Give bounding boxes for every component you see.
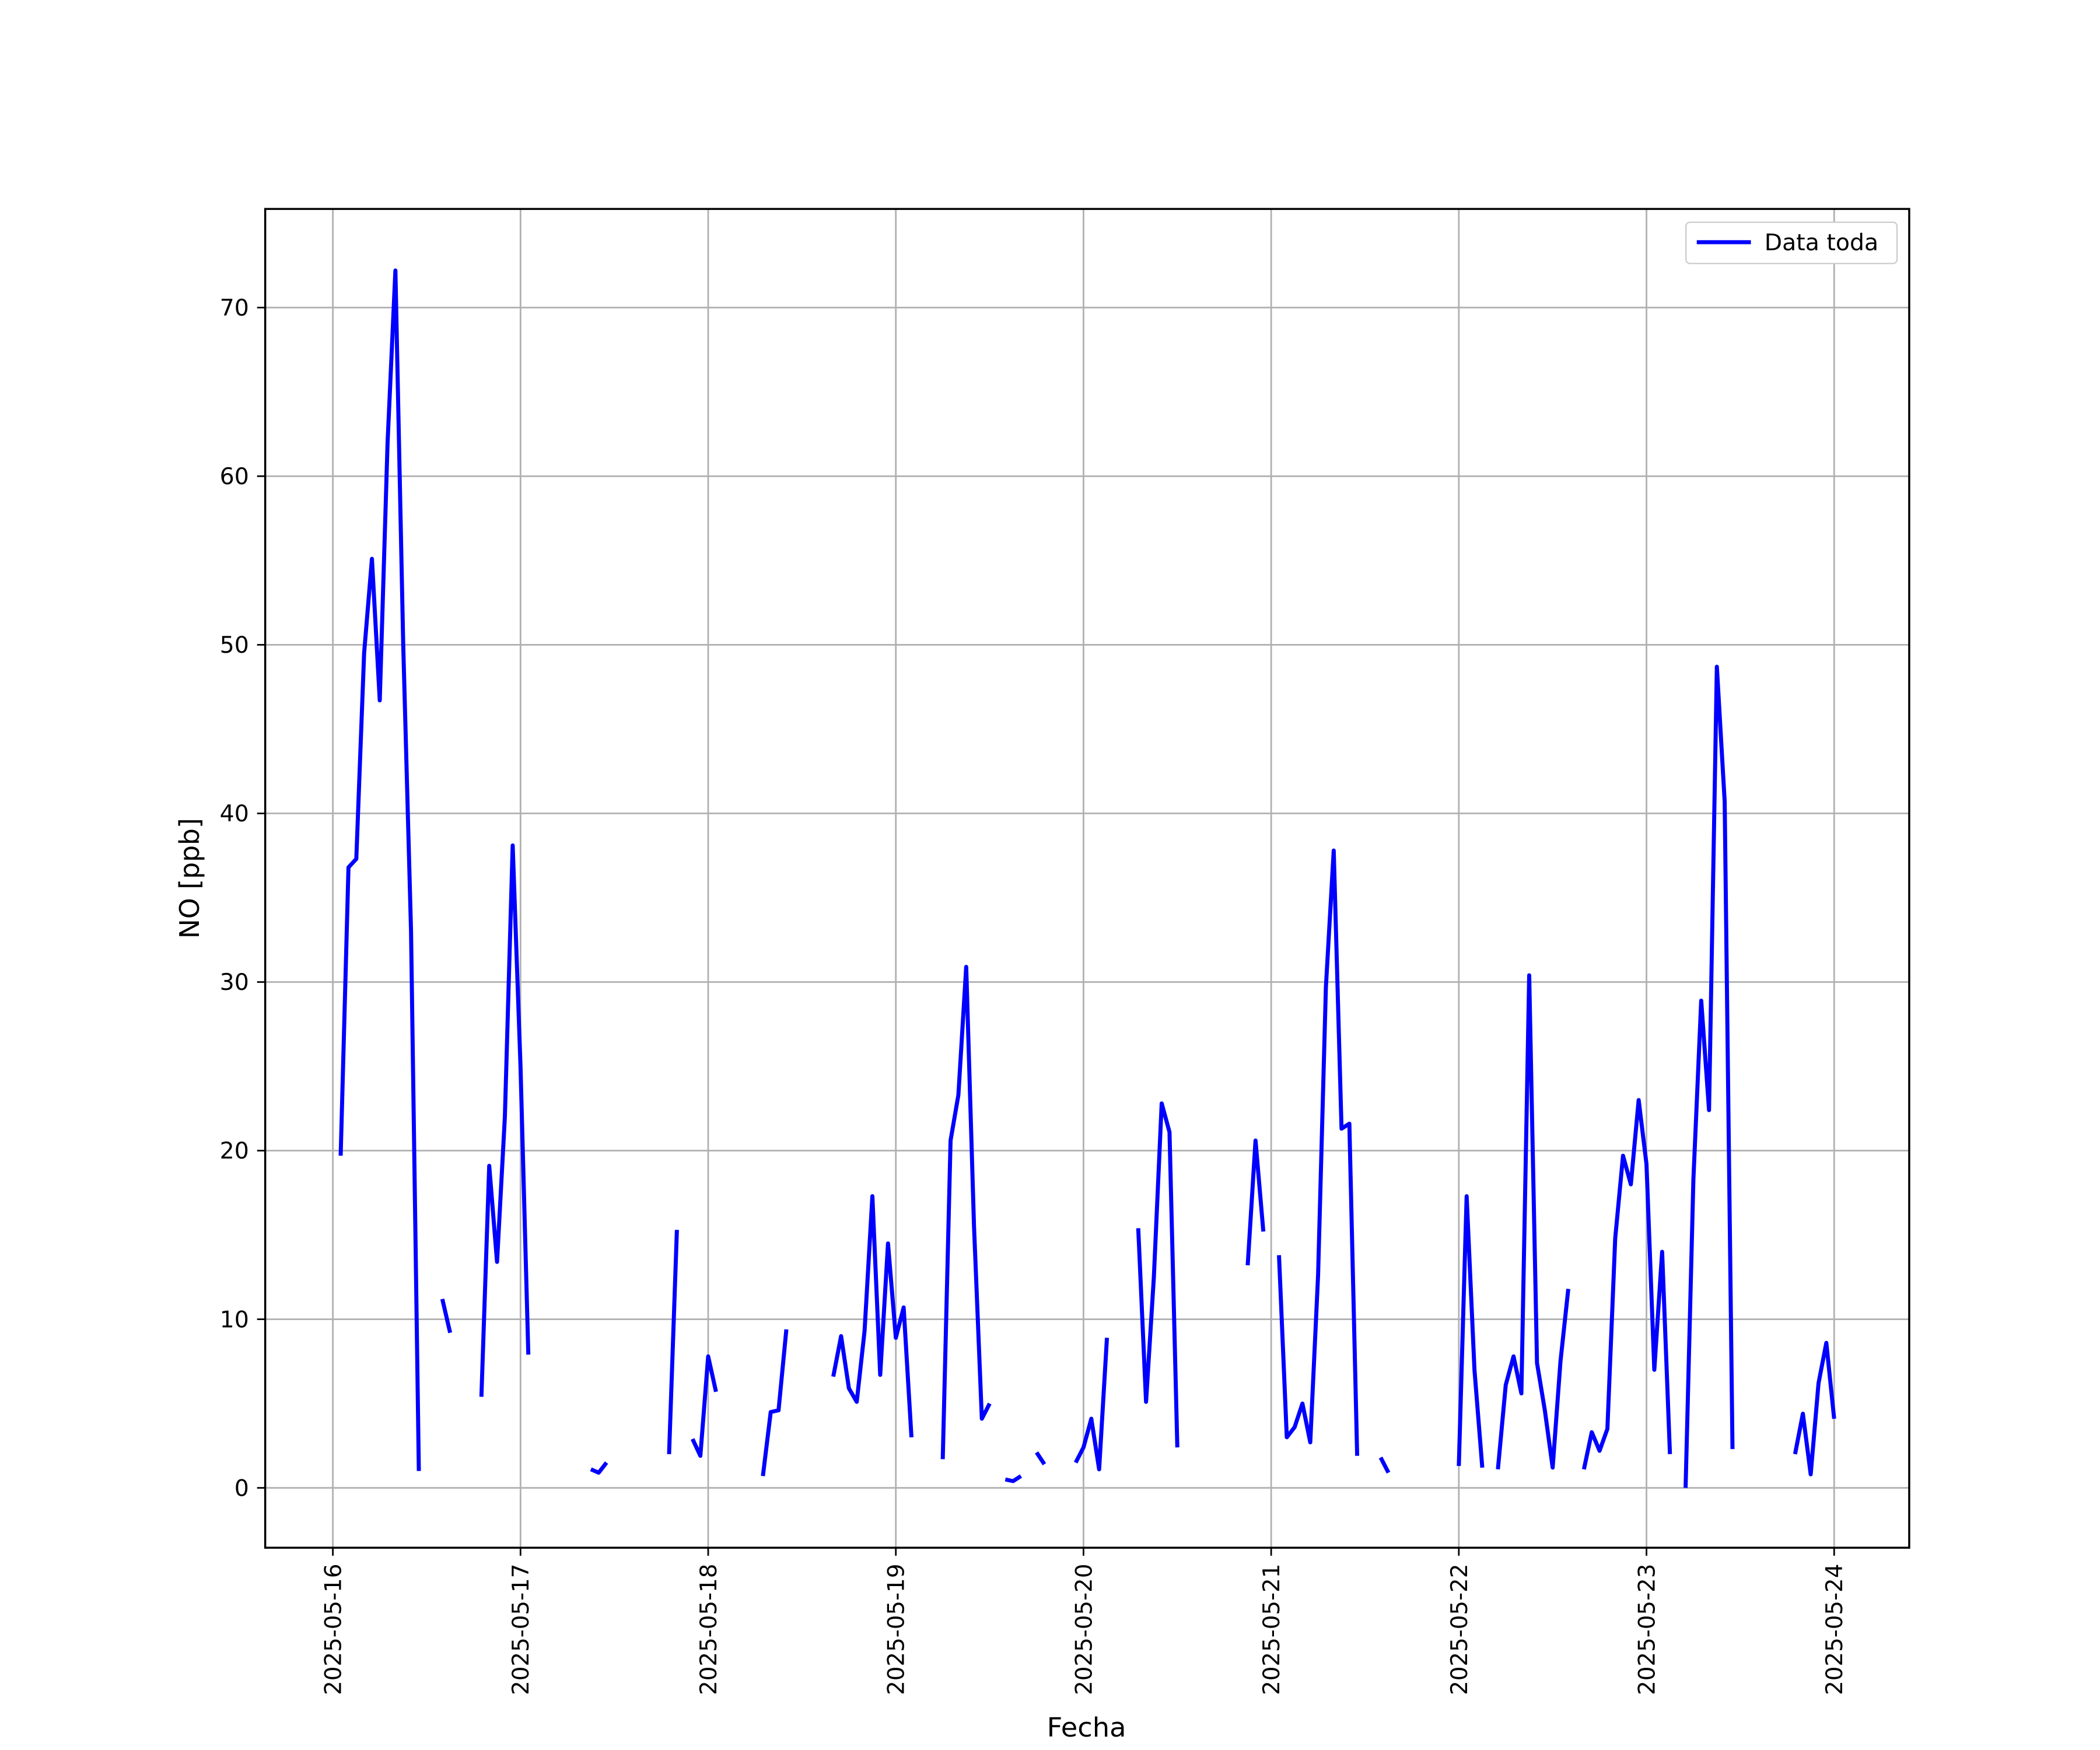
y-tick-label: 70 xyxy=(220,295,249,321)
y-tick-label: 60 xyxy=(220,464,249,490)
data-line xyxy=(338,268,1836,1488)
x-tick-label: 2025-05-18 xyxy=(696,1564,722,1695)
y-axis-label: NO [ppb] xyxy=(174,818,205,939)
legend-box xyxy=(1685,221,1898,264)
x-tick-label: 2025-05-17 xyxy=(508,1564,534,1695)
x-tick-label: 2025-05-16 xyxy=(320,1564,346,1695)
x-tick-label: 2025-05-20 xyxy=(1071,1564,1097,1695)
y-tick-label: 30 xyxy=(220,970,249,996)
x-tick-label: 2025-05-24 xyxy=(1822,1564,1848,1695)
x-tick-label: 2025-05-23 xyxy=(1634,1564,1660,1695)
legend-label: Data toda xyxy=(1765,230,1878,256)
x-tick-label: 2025-05-22 xyxy=(1446,1564,1472,1695)
y-tick-label: 40 xyxy=(220,801,249,827)
x-tick-label: 2025-05-21 xyxy=(1259,1564,1285,1695)
y-tick-label: 0 xyxy=(235,1476,249,1502)
y-tick-label: 10 xyxy=(220,1307,249,1334)
plot-frame xyxy=(264,208,1910,1549)
x-tick-label: 2025-05-19 xyxy=(883,1564,909,1695)
y-tick-label: 20 xyxy=(220,1138,249,1164)
legend: Data toda xyxy=(1685,221,1898,264)
x-axis-label: Fecha xyxy=(1047,1712,1126,1744)
y-tick-label: 50 xyxy=(220,632,249,659)
